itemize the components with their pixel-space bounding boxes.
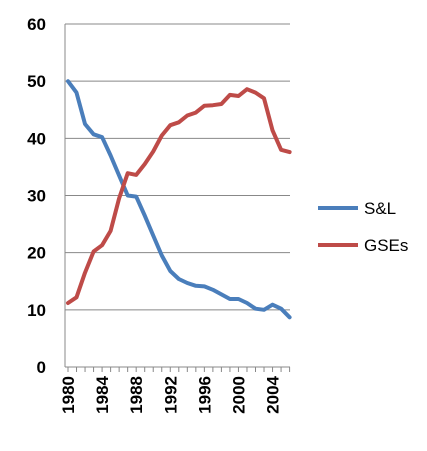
x-tick-label: 1980	[59, 376, 78, 414]
axes	[64, 24, 291, 372]
x-tick-label: 1992	[161, 376, 180, 414]
y-tick-label: 10	[27, 301, 46, 320]
y-tick-label: 0	[37, 358, 46, 377]
y-tick-label: 50	[27, 72, 46, 91]
y-tick-label: 40	[27, 129, 46, 148]
x-tick-label: 1988	[127, 376, 146, 414]
y-axis-ticks: 0 10 20 30 40 50 60	[27, 15, 46, 377]
series-line-0	[66, 79, 292, 320]
x-tick-label: 1996	[195, 376, 214, 414]
y-tick-label: 30	[27, 187, 46, 206]
y-tick-label: 20	[27, 244, 46, 263]
x-axis-ticks: 1980 1984 1988 1992 1996 2000 2004	[59, 375, 283, 413]
legend-label: GSEs	[364, 236, 408, 255]
gridlines	[65, 23, 290, 311]
legend: S&L GSEs	[318, 199, 408, 255]
series-line-1	[66, 87, 292, 305]
legend-label: S&L	[364, 199, 396, 218]
x-tick-label: 1984	[93, 375, 112, 413]
x-tick-label: 2000	[229, 376, 248, 414]
x-tick-label: 2004	[264, 375, 283, 413]
y-tick-label: 60	[27, 15, 46, 34]
series-lines	[66, 79, 292, 320]
